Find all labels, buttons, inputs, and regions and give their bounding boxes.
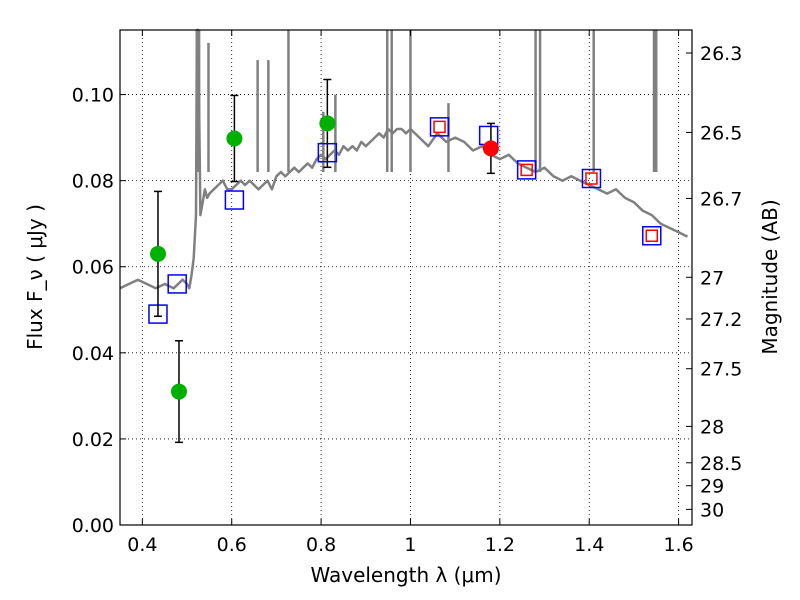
model-square	[642, 225, 662, 246]
plot-background	[120, 30, 692, 525]
mag-tick-label: 26.5	[700, 122, 742, 144]
model-square	[581, 168, 602, 189]
data-point	[149, 245, 166, 262]
mag-tick-label: 26.7	[700, 188, 742, 210]
x-tick-label: 0.8	[306, 534, 336, 556]
x-tick-label: 0.4	[127, 534, 157, 556]
mag-tick-label: 28.5	[700, 453, 742, 475]
mag-tick-label: 26.3	[700, 43, 742, 65]
model-square	[645, 229, 659, 242]
model-square	[433, 120, 446, 134]
mag-tick-label: 27.2	[700, 309, 742, 331]
y-tick-label: 0.06	[72, 257, 114, 279]
y-tick-label: 0.04	[72, 343, 114, 365]
model-square	[167, 274, 187, 294]
model-square	[224, 190, 245, 210]
mag-tick-label: 29	[700, 476, 724, 498]
photometry-markers	[148, 78, 662, 444]
y-tick-label: 0.00	[72, 515, 114, 537]
x-tick-label: 1	[404, 534, 416, 556]
mag-tick-label: 27	[700, 267, 724, 289]
y-tick-label: 0.10	[72, 85, 114, 107]
mag-tick-label: 28	[700, 416, 724, 438]
model-square	[429, 117, 450, 137]
x-tick-label: 1.6	[663, 534, 693, 556]
x-tick-label: 1.2	[485, 534, 515, 556]
y-axis-label: Flux F_ν ( μJy )	[23, 204, 47, 350]
mag-tick-label: 30	[700, 499, 724, 521]
model-square	[520, 163, 533, 177]
x-tick-label: 0.6	[217, 534, 247, 556]
model-square	[585, 172, 598, 185]
data-point	[319, 115, 336, 132]
model-square	[516, 160, 537, 180]
model-spectrum	[119, 28, 689, 290]
y-tick-label: 0.08	[72, 171, 114, 193]
x-axis-label: Wavelength λ (μm)	[310, 563, 501, 587]
axis-ticks: 0.4 0.6 0.8 1 1.2 1.4 1.6 0.00 0.02 0.04 0.06 0.08 0…	[72, 30, 742, 556]
data-point	[226, 130, 243, 147]
data-point	[482, 140, 499, 157]
mag-tick-label: 27.5	[700, 359, 742, 381]
data-point	[170, 383, 187, 400]
y2-axis-label: Magnitude (AB)	[758, 199, 782, 354]
y-tick-label: 0.02	[72, 429, 114, 451]
x-tick-label: 1.4	[574, 534, 604, 556]
